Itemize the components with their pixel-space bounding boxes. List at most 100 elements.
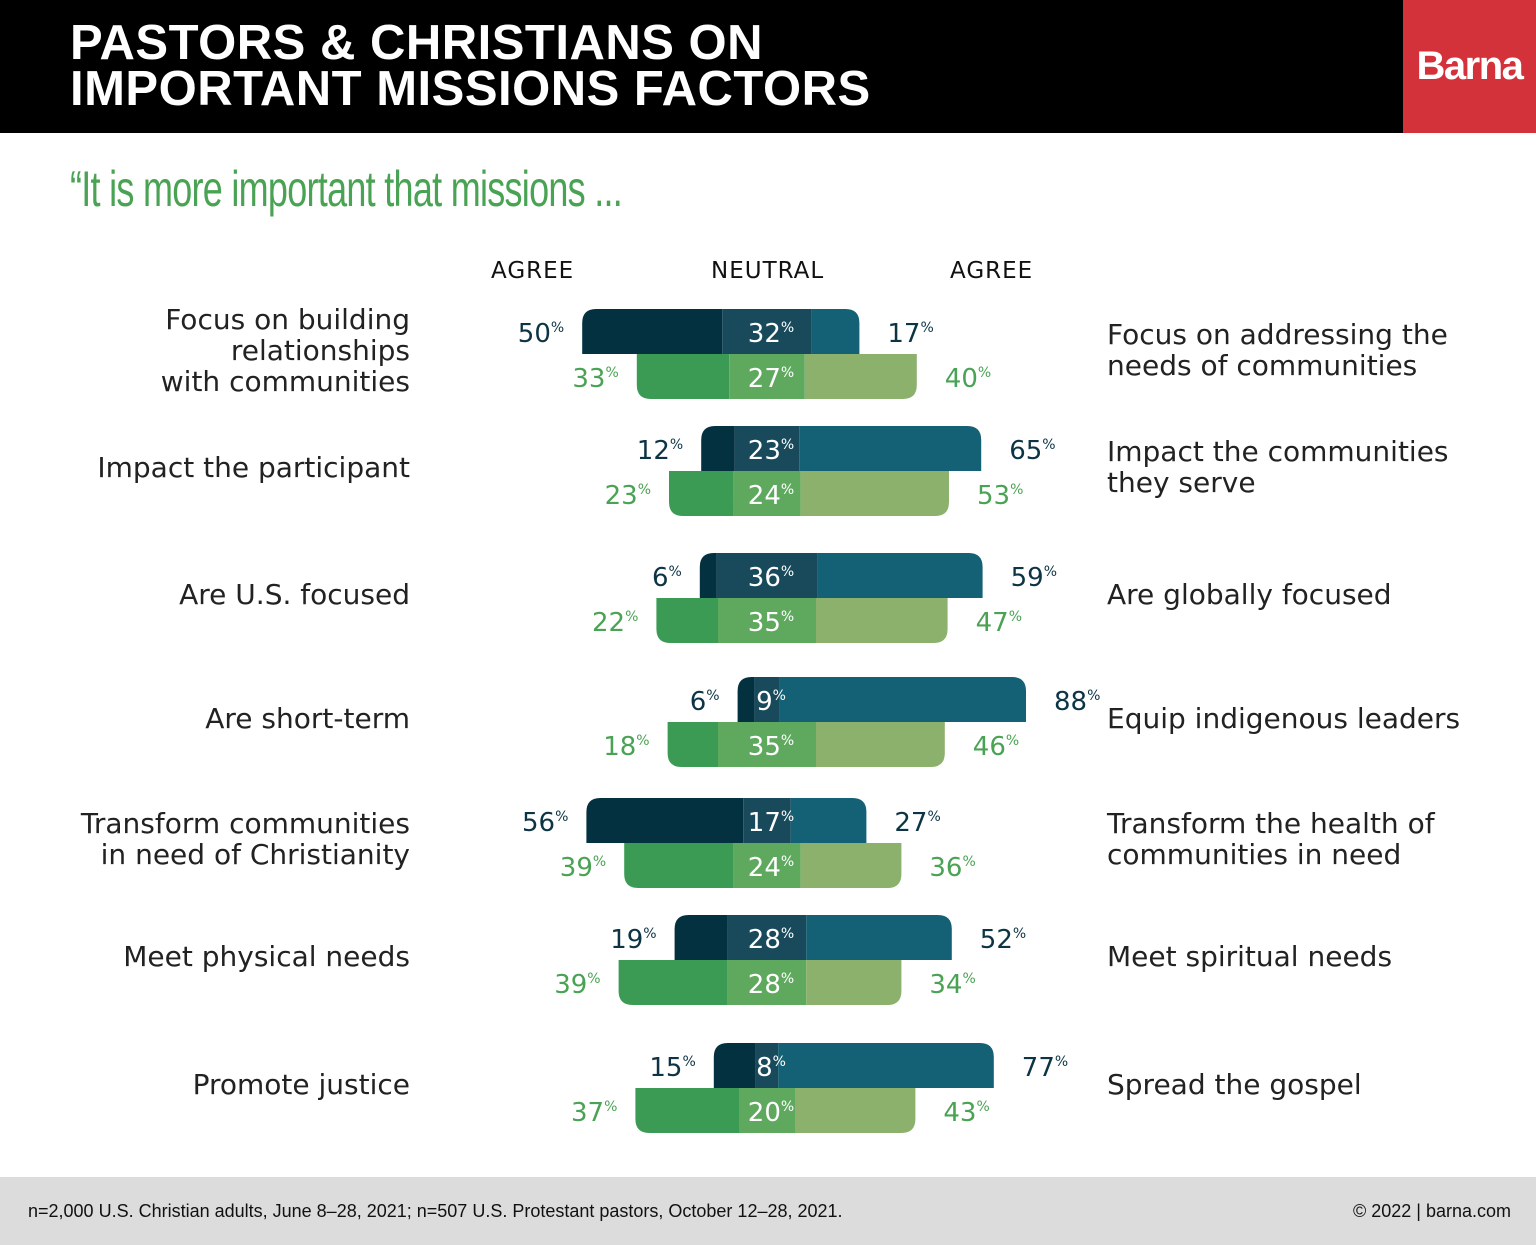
row-label-line: needs of communities: [1107, 349, 1418, 382]
label-dark-agree-left: 50%: [518, 319, 564, 349]
row-label-right: Meet spiritual needs: [1107, 941, 1392, 972]
bar-green-neutral: [729, 354, 805, 399]
row-label-left: Meet physical needs: [123, 941, 410, 972]
label-dark-agree-left: 6%: [652, 563, 682, 593]
row-label-line: Equip indigenous leaders: [1107, 701, 1461, 735]
label-dark-agree-left: 12%: [637, 436, 683, 466]
label-dark-agree-right: 65%: [1009, 436, 1055, 466]
bar-green-agree-right: [800, 471, 949, 516]
row-label-line: Focus on building: [165, 302, 410, 336]
bar-dark-neutral: [754, 677, 780, 722]
bar-green-neutral: [733, 843, 801, 888]
bar-dark-agree-right: [799, 426, 982, 471]
bar-dark-agree-right: [790, 798, 867, 843]
bar-green-agree-left: [667, 722, 718, 767]
bar-green-agree-left: [635, 1088, 739, 1133]
bar-green-agree-right: [816, 722, 945, 767]
row-label-line: Transform the health of: [1107, 807, 1435, 840]
bar-green-neutral: [733, 471, 801, 516]
label-dark-agree-right: 17%: [887, 319, 933, 349]
bar-dark-agree-left: [586, 798, 744, 843]
label-dark-agree-left: 56%: [522, 808, 568, 838]
column-head-left-agree: AGREE: [491, 258, 575, 284]
row-label-line: Focus on addressing the: [1107, 318, 1448, 351]
bar-green-agree-left: [656, 598, 718, 643]
label-green-agree-left: 39%: [560, 853, 606, 883]
bar-green-agree-right: [804, 354, 917, 399]
row-label-left: Focus on building relationships with commu…: [161, 304, 410, 397]
bar-green-agree-right: [806, 960, 902, 1005]
bar-green-neutral: [727, 960, 807, 1005]
title-line-1: PASTORS & CHRISTIANS ON: [70, 16, 764, 70]
copyright: © 2022 | barna.com: [1352, 1201, 1511, 1221]
label-dark-agree-left: 6%: [690, 687, 720, 717]
label-dark-agree-right: 52%: [980, 925, 1026, 955]
row-label-line: relationships: [230, 333, 410, 367]
row-label-right: Spread the gospel: [1107, 1069, 1362, 1100]
row-label-line: Impact the participant: [97, 450, 410, 484]
bar-dark-agree-left: [713, 1043, 756, 1088]
row-label-line: Meet spiritual needs: [1107, 939, 1393, 973]
bar-dark-neutral: [755, 1043, 779, 1088]
bar-green-agree-left: [669, 471, 734, 516]
row-label-line: Spread the gospel: [1107, 1067, 1362, 1101]
label-green-agree-left: 37%: [571, 1098, 617, 1128]
row-label-line: in need of Christianity: [100, 838, 410, 871]
bar-dark-neutral: [743, 798, 791, 843]
bar-green-agree-right: [816, 598, 948, 643]
label-green-agree-right: 43%: [943, 1098, 989, 1128]
bar-green-agree-left: [636, 354, 730, 399]
label-dark-agree-left: 15%: [649, 1053, 695, 1083]
label-green-agree-left: 18%: [603, 732, 649, 762]
row-label-line: Are short-term: [205, 701, 410, 735]
label-green-neutral: 24%: [748, 853, 794, 883]
bar-green-agree-right: [800, 843, 902, 888]
label-dark-agree-right: 77%: [1022, 1053, 1068, 1083]
label-dark-agree-left: 19%: [610, 925, 656, 955]
bar-dark-agree-left: [674, 915, 728, 960]
label-green-agree-right: 46%: [973, 732, 1019, 762]
label-green-agree-left: 39%: [554, 970, 600, 1000]
bar-dark-agree-left: [582, 309, 723, 354]
bar-dark-agree-right: [811, 309, 860, 354]
bar-dark-neutral: [716, 553, 818, 598]
bar-dark-agree-left: [737, 677, 755, 722]
row-label-right: Impact the communities they serve: [1107, 436, 1449, 498]
sample-note: n=2,000 U.S. Christian adults, June 8–28…: [28, 1201, 843, 1221]
label-green-agree-right: 47%: [976, 608, 1022, 638]
bar-dark-agree-left: [699, 553, 717, 598]
label-dark-agree-right: 88%: [1054, 687, 1100, 717]
barna-logo: Barna: [1403, 0, 1536, 133]
row-label-left: Are U.S. focused: [179, 579, 410, 610]
column-head-neutral: NEUTRAL: [711, 258, 825, 284]
bar-dark-neutral: [734, 426, 800, 471]
row-label-left: Impact the participant: [97, 452, 410, 483]
bar-green-agree-right: [795, 1088, 916, 1133]
label-dark-agree-right: 59%: [1011, 563, 1057, 593]
label-dark-neutral: 23%: [748, 436, 794, 466]
bar-green-agree-left: [618, 960, 728, 1005]
label-green-agree-right: 40%: [945, 364, 991, 394]
bar-dark-agree-right: [817, 553, 983, 598]
label-green-agree-left: 23%: [605, 481, 651, 511]
label-green-agree-right: 34%: [929, 970, 975, 1000]
bar-dark-agree-left: [701, 426, 735, 471]
row-label-right: Are globally focused: [1107, 579, 1392, 610]
bar-green-neutral: [718, 598, 816, 643]
footer: n=2,000 U.S. Christian adults, June 8–28…: [0, 1177, 1536, 1245]
bar-dark-neutral: [727, 915, 807, 960]
row-label-line: with communities: [160, 364, 410, 398]
page-title: PASTORS & CHRISTIANS ON IMPORTANT MISSIO…: [70, 16, 871, 114]
label-green-agree-left: 33%: [572, 364, 618, 394]
row-label-left: Promote justice: [193, 1069, 410, 1100]
row-label-line: Transform communities: [80, 807, 410, 840]
row-label-line: Impact the communities: [1107, 435, 1449, 468]
bar-green-neutral: [739, 1088, 795, 1133]
row-label-right: Equip indigenous leaders: [1107, 703, 1460, 734]
bar-dark-agree-right: [779, 677, 1026, 722]
header: PASTORS & CHRISTIANS ON IMPORTANT MISSIO…: [0, 0, 1536, 133]
row-label-line: communities in need: [1107, 838, 1402, 871]
bar-green-neutral: [718, 722, 816, 767]
label-dark-agree-right: 27%: [894, 808, 940, 838]
